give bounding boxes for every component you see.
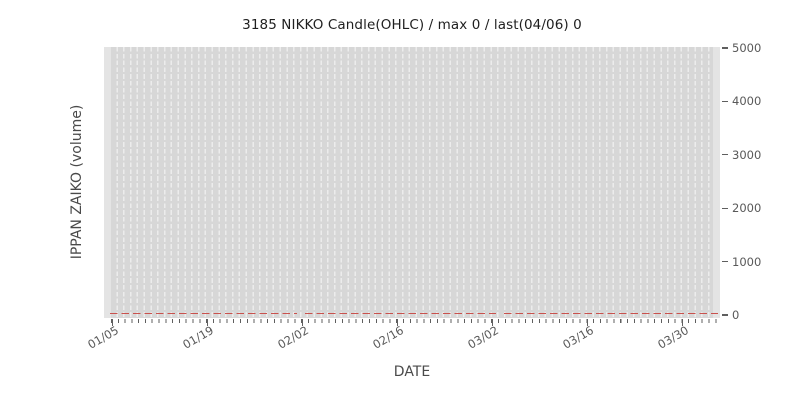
x-major-tick	[112, 319, 113, 326]
y-tick-mark	[722, 314, 728, 316]
daily-gridlines	[111, 47, 713, 318]
y-tick-mark	[722, 260, 728, 263]
y-tick-mark	[722, 47, 728, 49]
x-axis-minor-ticks	[111, 319, 718, 323]
x-major-tick	[682, 319, 683, 326]
zero-value-line-segment	[504, 312, 718, 315]
y-tick-label: 2000	[732, 201, 762, 216]
y-tick-label: 4000	[732, 94, 762, 109]
x-axis-label: DATE	[393, 364, 431, 380]
x-major-tick	[587, 319, 588, 326]
y-tick-mark	[722, 207, 728, 209]
y-axis-label: IPPAN ZAIKO (volume)	[69, 104, 85, 260]
y-tick-label: 3000	[732, 147, 762, 162]
x-major-tick	[397, 319, 398, 326]
y-tick-label: 5000	[732, 41, 762, 55]
x-major-tick	[302, 319, 303, 326]
plot-area	[104, 47, 720, 318]
x-major-tick	[207, 319, 208, 326]
y-tick-label: 1000	[732, 254, 762, 269]
zero-value-line-segment	[110, 312, 297, 315]
y-tick-mark	[722, 154, 728, 156]
y-tick-label: 0	[732, 308, 740, 322]
x-major-tick	[492, 319, 493, 326]
zero-value-line-segment	[305, 312, 496, 315]
chart-title: 3185 NIKKO Candle(OHLC) / max 0 / last(0…	[242, 17, 582, 33]
y-tick-mark	[722, 100, 728, 103]
